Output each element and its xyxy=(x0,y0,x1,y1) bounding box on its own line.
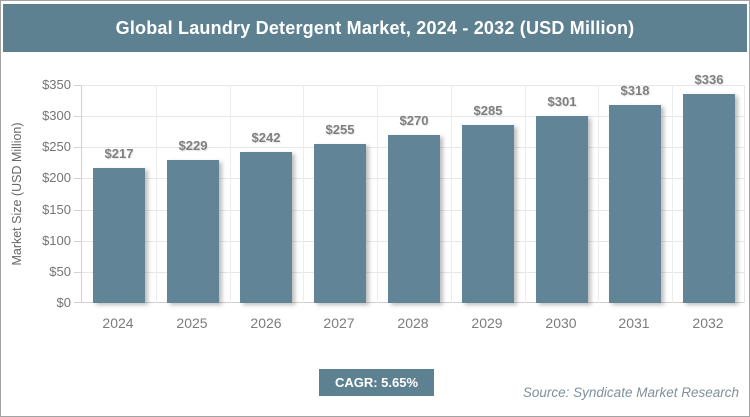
y-tick-label: $50 xyxy=(49,263,71,279)
x-tick-label: 2030 xyxy=(545,315,577,331)
bar-value-label: $217 xyxy=(104,146,134,161)
bar-value-label: $229 xyxy=(178,138,208,153)
gridline-v xyxy=(230,85,231,303)
y-tick-label: $0 xyxy=(56,295,71,310)
x-tick-label: 2029 xyxy=(471,315,503,331)
y-axis-tick xyxy=(74,240,82,242)
bar-2031 xyxy=(609,105,661,303)
gridline-v xyxy=(377,85,378,303)
x-tick-label: 2026 xyxy=(250,315,282,331)
y-tick-label: $100 xyxy=(42,232,71,248)
bar-2025 xyxy=(167,160,219,303)
gridline-h xyxy=(82,116,744,118)
bar-2032 xyxy=(683,94,735,303)
bar-2026 xyxy=(240,152,292,303)
gridline-v xyxy=(598,85,599,303)
bar-value-label: $301 xyxy=(547,94,577,109)
x-tick-label: 2024 xyxy=(102,315,134,331)
bar-2024 xyxy=(93,168,145,303)
plot-area: $217 $229 $242 $255 $270 $285 $301 $318 $336 xyxy=(74,72,745,303)
y-tick-label: $300 xyxy=(42,108,71,124)
gridline-v xyxy=(156,85,157,303)
bar-2029 xyxy=(462,125,514,303)
gridline-v xyxy=(672,85,673,303)
bar-2030 xyxy=(536,116,588,303)
x-tick-label: 2025 xyxy=(176,315,208,331)
y-axis-tick xyxy=(74,302,82,303)
chart-title-bar: Global Laundry Detergent Market, 2024 - … xyxy=(3,4,747,52)
bar-value-label: $255 xyxy=(325,122,355,137)
y-axis-tick xyxy=(74,271,82,273)
cagr-badge: CAGR: 5.65% xyxy=(319,369,434,396)
source-attribution: Source: Syndicate Market Research xyxy=(522,385,739,400)
gridline-h xyxy=(82,85,744,86)
cagr-badge-label: CAGR: 5.65% xyxy=(334,375,419,390)
bar-value-label: $285 xyxy=(473,103,503,118)
x-tick-label: 2031 xyxy=(618,315,650,331)
bar-2027 xyxy=(314,144,366,303)
bar-value-label: $242 xyxy=(251,130,281,145)
bar-value-label: $336 xyxy=(694,72,724,87)
y-axis-tick xyxy=(74,147,82,149)
y-tick-label: $350 xyxy=(42,77,71,92)
y-tick-label: $200 xyxy=(42,170,71,186)
y-axis-tick xyxy=(74,178,82,180)
bar-value-label: $318 xyxy=(620,83,650,98)
bar-value-label: $270 xyxy=(399,113,429,128)
x-tick-label: 2028 xyxy=(397,315,429,331)
y-axis-tick xyxy=(74,209,82,211)
chart-title: Global Laundry Detergent Market, 2024 - … xyxy=(115,17,635,38)
y-tick-label: $250 xyxy=(42,139,71,155)
gridline-v xyxy=(525,85,526,303)
y-axis-tick xyxy=(74,116,82,118)
y-tick-label: $150 xyxy=(42,201,71,217)
x-tick-label: 2032 xyxy=(692,315,724,331)
gridline-v xyxy=(451,85,452,303)
bar-2028 xyxy=(388,135,440,303)
y-axis-tick xyxy=(74,85,82,86)
gridline-v xyxy=(303,85,304,303)
x-tick-label: 2027 xyxy=(323,315,355,331)
